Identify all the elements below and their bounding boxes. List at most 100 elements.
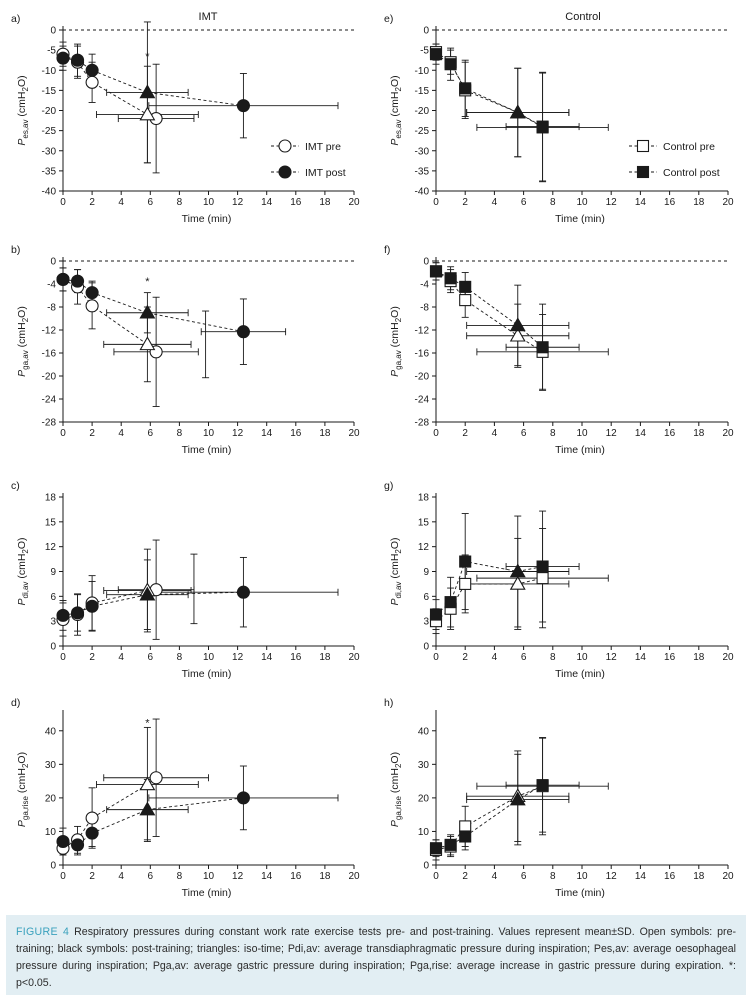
y-tick-label: -20 [415, 372, 430, 383]
x-tick-label: 8 [550, 652, 556, 663]
y-tick-label: -30 [415, 146, 430, 157]
filled-square-marker [444, 272, 457, 285]
y-axis-label: Pga,av (cmH2O) [16, 306, 30, 377]
y-tick-label: 6 [50, 592, 56, 603]
y-tick-label: 0 [50, 257, 56, 268]
x-tick-label: 20 [722, 428, 734, 439]
figure-caption: FIGURE 4 Respiratory pressures during co… [6, 915, 746, 995]
y-tick-label: 30 [418, 760, 430, 771]
filled-square-marker [429, 608, 443, 621]
panel-b: b) 0 2 4 6 8 10 12 14 16 18 20 0 -4 -8 -12 -16 -20 -24 -28 T… [11, 244, 360, 456]
y-tick-label: 3 [423, 617, 429, 628]
x-tick-label: 6 [521, 428, 527, 439]
filled-square-marker [429, 265, 443, 278]
open-triangle-marker [509, 575, 526, 590]
x-tick-label: 16 [290, 871, 302, 882]
y-axis-label: Pga,rise (cmH2O) [389, 752, 403, 827]
column-title-control: Control [565, 11, 600, 23]
filled-circle-marker [56, 834, 70, 849]
x-tick-label: 2 [462, 871, 468, 882]
x-tick-label: 16 [664, 197, 676, 208]
filled-square-marker [444, 58, 457, 71]
legend-imt: IMT pre IMT post [271, 139, 346, 179]
x-tick-label: 8 [177, 197, 183, 208]
x-tick-label: 4 [118, 428, 124, 439]
y-tick-label: -20 [42, 106, 57, 117]
open-circle-marker [85, 299, 99, 313]
x-axis-label: Time (min) [555, 668, 605, 680]
y-tick-label: -24 [42, 395, 57, 406]
x-tick-label: 18 [693, 197, 705, 208]
filled-triangle-marker [509, 563, 526, 578]
filled-circle-marker [236, 99, 250, 113]
x-tick-label: 8 [177, 652, 183, 663]
y-tick-label: -15 [42, 86, 57, 97]
filled-square-marker [536, 560, 549, 573]
x-tick-label: 16 [664, 871, 676, 882]
x-tick-label: 12 [232, 428, 244, 439]
legend-marker [636, 165, 650, 179]
x-tick-label: 6 [521, 871, 527, 882]
y-tick-label: 0 [423, 861, 429, 872]
y-tick-label: 0 [423, 642, 429, 653]
filled-square-marker [536, 779, 549, 792]
y-tick-label: 20 [418, 793, 430, 804]
x-tick-label: 14 [261, 197, 273, 208]
x-tick-label: 18 [319, 652, 331, 663]
y-tick-label: -16 [415, 349, 430, 360]
y-tick-label: -8 [420, 303, 429, 314]
x-tick-label: 16 [290, 652, 302, 663]
y-tick-label: 10 [418, 827, 430, 838]
x-tick-label: 16 [664, 652, 676, 663]
y-tick-label: 9 [50, 567, 56, 578]
y-tick-label: -4 [47, 280, 56, 291]
y-tick-label: 9 [423, 567, 429, 578]
y-tick-label: 20 [45, 793, 57, 804]
x-tick-label: 8 [550, 871, 556, 882]
panel-e: e) 0 2 4 6 8 10 12 14 16 18 20 0 -5 -10 -15 -20 -25 -30 -35… [384, 13, 734, 225]
filled-triangle-marker [139, 801, 156, 816]
open-square-marker [459, 577, 472, 590]
x-tick-label: 16 [290, 428, 302, 439]
x-tick-label: 2 [462, 428, 468, 439]
y-axis-label: Pes,av (cmH2O) [389, 75, 403, 145]
x-tick-label: 8 [177, 871, 183, 882]
x-tick-label: 10 [576, 652, 588, 663]
x-tick-label: 6 [521, 197, 527, 208]
x-tick-label: 12 [606, 871, 618, 882]
y-tick-label: -20 [415, 106, 430, 117]
y-tick-label: 30 [45, 760, 57, 771]
panel-c: c) 0 2 4 6 8 10 12 14 16 18 20 0 3 6 9 12 15 18 Time (min) P… [11, 480, 360, 680]
y-tick-label: 6 [423, 592, 429, 603]
filled-triangle-marker [139, 84, 156, 99]
filled-triangle-marker [139, 304, 156, 319]
filled-square-marker [459, 280, 472, 293]
open-square-marker [536, 572, 549, 585]
panel-a: a) 0 2 4 6 8 10 12 14 16 18 20 0 -5 -10 -15 -20 -25 -30 -35… [11, 13, 360, 225]
x-tick-label: 16 [664, 428, 676, 439]
x-tick-label: 4 [118, 652, 124, 663]
caption-text: Respiratory pressures during constant wo… [16, 926, 736, 989]
x-axis-label: Time (min) [555, 444, 605, 456]
x-tick-label: 12 [606, 197, 618, 208]
y-tick-label: -5 [47, 46, 56, 57]
y-tick-label: 0 [50, 861, 56, 872]
x-tick-label: 20 [722, 197, 734, 208]
y-tick-label: -12 [42, 326, 57, 337]
y-tick-label: -25 [42, 126, 57, 137]
filled-triangle-marker [509, 104, 526, 119]
x-tick-label: 2 [462, 197, 468, 208]
y-axis-label: Pga,av (cmH2O) [389, 306, 403, 377]
x-tick-label: 8 [550, 197, 556, 208]
x-tick-label: 18 [319, 197, 331, 208]
x-tick-label: 14 [635, 428, 647, 439]
y-tick-label: -35 [42, 166, 57, 177]
x-tick-label: 10 [203, 871, 215, 882]
filled-circle-marker [71, 838, 85, 852]
panel-d: d) 0 2 4 6 8 10 12 14 16 18 20 0 10 20 30 40 Time (min) Pg… [11, 697, 360, 899]
x-tick-label: 2 [89, 652, 95, 663]
x-tick-label: 20 [348, 428, 360, 439]
filled-square-marker [459, 555, 472, 568]
x-tick-label: 14 [635, 871, 647, 882]
y-tick-label: 0 [423, 257, 429, 268]
